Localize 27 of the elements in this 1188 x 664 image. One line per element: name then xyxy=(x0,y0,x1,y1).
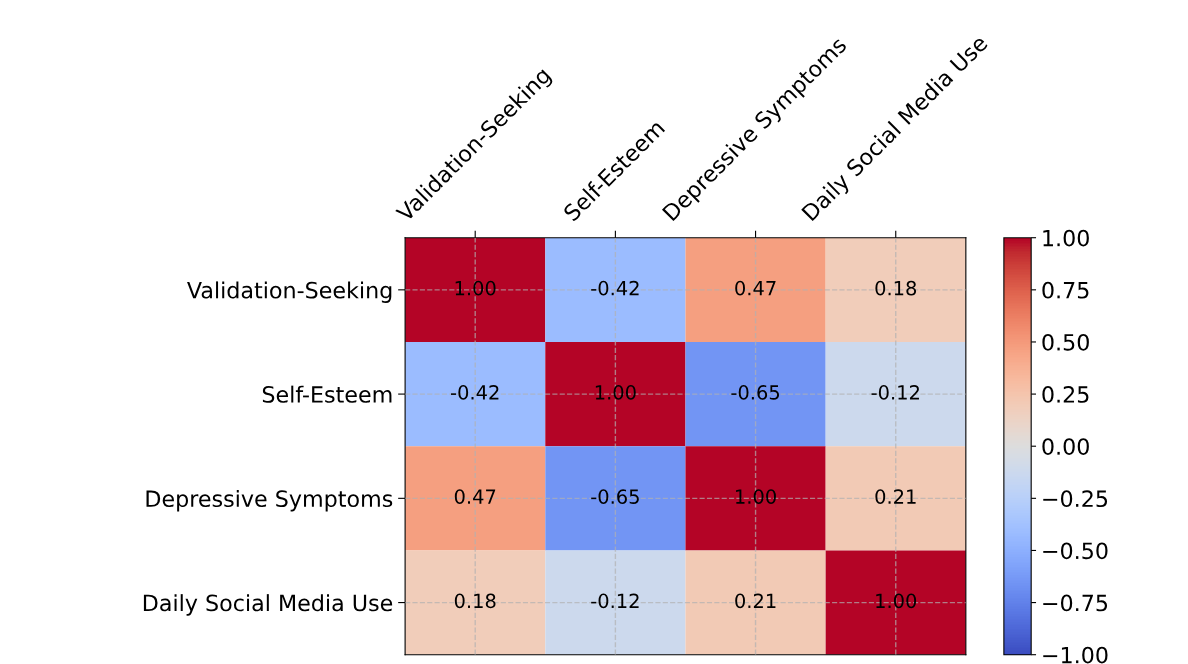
color-bar-label: 0.25 xyxy=(1042,386,1089,403)
data-label: -0.12 xyxy=(871,385,919,400)
data-label: 1.00 xyxy=(595,385,636,400)
y-tick-label: Self-Esteem xyxy=(262,385,392,403)
data-label: 0.21 xyxy=(735,593,776,609)
color-bar-label: 0.00 xyxy=(1042,438,1089,455)
y-tick-label: Daily Social Media Use xyxy=(143,594,393,616)
color-bar-label: −1.00 xyxy=(1043,646,1108,664)
data-label: 0.47 xyxy=(735,280,776,296)
color-bar-label: −0.50 xyxy=(1043,542,1108,560)
data-label: -0.42 xyxy=(451,385,499,400)
data-label: -0.12 xyxy=(591,593,639,609)
color-bar-label: −0.25 xyxy=(1043,490,1108,508)
color-bar-label: −0.75 xyxy=(1043,594,1108,612)
data-label: 1.00 xyxy=(455,280,496,296)
color-bar-label: 0.75 xyxy=(1042,281,1089,299)
data-label: 0.21 xyxy=(875,489,916,504)
color-bar-label: 1.00 xyxy=(1043,229,1089,247)
data-label: 0.18 xyxy=(454,593,496,609)
data-label: -0.65 xyxy=(731,385,780,400)
data-label: -0.42 xyxy=(591,280,639,296)
data-label: 0.47 xyxy=(454,489,496,504)
data-label: 0.18 xyxy=(875,280,917,296)
data-label: -0.65 xyxy=(591,489,639,504)
y-tick-label: Depressive Symptoms xyxy=(146,489,393,512)
y-tick-label: Validation-Seeking xyxy=(187,281,392,303)
color-bar-label: 0.50 xyxy=(1042,333,1089,351)
